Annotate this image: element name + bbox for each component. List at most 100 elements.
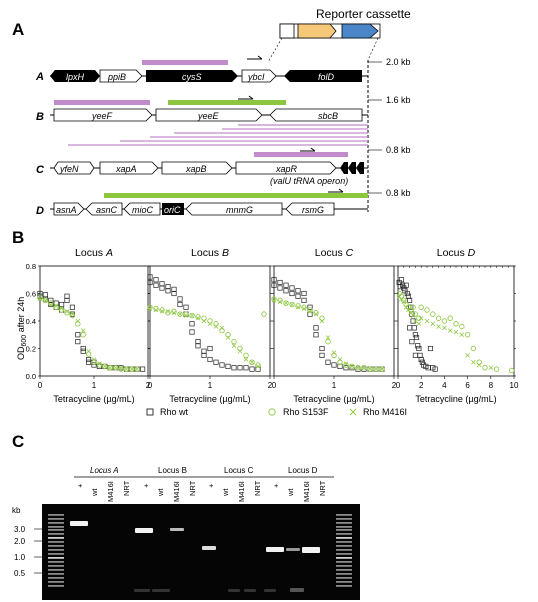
x-tick-label: 1 xyxy=(332,381,337,390)
svg-text:yfeN: yfeN xyxy=(59,164,79,174)
cassette-label: Reporter cassette xyxy=(316,7,411,21)
ladder-band xyxy=(336,565,352,567)
point-rho-wt xyxy=(165,288,171,294)
point-rho-m416i xyxy=(75,318,81,324)
point-rho-wt xyxy=(405,293,411,299)
point-rho-wt xyxy=(177,296,183,302)
point-rho-wt xyxy=(207,356,213,363)
x-tick-label: 8 xyxy=(489,381,494,390)
point-rho-m416i xyxy=(413,318,418,324)
point-rho-s153f xyxy=(134,366,140,372)
point-rho-s153f xyxy=(435,315,442,321)
chart-frame xyxy=(149,265,271,377)
point-rho-s153f xyxy=(118,366,124,372)
point-rho-m416i xyxy=(113,365,118,371)
ladder-band xyxy=(336,522,352,524)
point-rho-s153f xyxy=(107,365,113,371)
point-rho-wt xyxy=(319,352,325,358)
point-rho-wt xyxy=(195,339,201,345)
point-rho-s153f xyxy=(401,297,407,304)
point-rho-wt xyxy=(277,279,283,286)
point-rho-wt xyxy=(207,345,213,352)
gene-asnA xyxy=(53,202,85,216)
locus-b-letter: B xyxy=(36,111,44,123)
point-rho-wt xyxy=(69,304,75,310)
point-rho-m416i xyxy=(337,357,343,362)
point-rho-m416i xyxy=(70,311,75,317)
reporter-cassette xyxy=(279,23,381,39)
svg-text:yeeF: yeeF xyxy=(91,111,113,121)
x-tick-label: 6 xyxy=(465,381,470,390)
point-rho-wt xyxy=(59,301,65,308)
point-rho-s153f xyxy=(261,311,267,317)
point-rho-m416i xyxy=(343,361,349,366)
point-rho-m416i xyxy=(53,303,59,309)
point-rho-wt xyxy=(219,362,225,368)
point-rho-m416i xyxy=(243,357,249,362)
svg-text:+: + xyxy=(274,481,279,490)
x-axis-label: Tetracycline (µg/mL) xyxy=(169,394,250,404)
svg-text:+: + xyxy=(144,481,149,490)
ladder-band xyxy=(336,514,352,516)
svg-text:M416I: M416I xyxy=(302,481,311,502)
point-rho-s153f xyxy=(53,304,59,310)
point-rho-s153f xyxy=(159,307,165,313)
band-locus-d-plus xyxy=(266,547,284,552)
ladder-band xyxy=(336,545,352,547)
point-rho-wt xyxy=(249,366,255,372)
point-rho-wt xyxy=(189,329,195,335)
gel-locus-a-title: Locus A xyxy=(90,466,119,475)
ladder-band xyxy=(48,522,64,524)
point-rho-m416i xyxy=(436,324,441,329)
y-tick-label: 0.4 xyxy=(26,317,36,326)
valU-tRNA-genes xyxy=(340,162,364,174)
point-rho-m416i xyxy=(237,348,243,354)
panel-b-charts: OD600 after 24h Locus A 0.0 0.2 0.4 0.6 0.8 0 1… xyxy=(16,247,519,417)
point-rho-wt xyxy=(432,366,438,372)
chart-frame xyxy=(273,265,395,377)
point-rho-m416i xyxy=(147,306,153,311)
point-rho-s153f xyxy=(48,300,54,306)
point-rho-m416i xyxy=(219,325,225,331)
point-rho-wt xyxy=(277,285,283,291)
gene-cysS xyxy=(146,70,238,82)
x-tick-label: 2 xyxy=(419,381,424,390)
point-rho-wt xyxy=(147,274,153,280)
point-rho-wt xyxy=(42,292,48,298)
point-rho-wt xyxy=(177,301,183,308)
svg-text:NRT: NRT xyxy=(122,480,131,496)
point-rho-wt xyxy=(201,352,207,358)
point-rho-m416i xyxy=(459,332,465,338)
svg-text:wt: wt xyxy=(286,488,295,497)
band-locus-d-wt xyxy=(286,548,300,551)
locus-a-probe-bar xyxy=(142,60,228,65)
point-rho-wt xyxy=(407,325,413,331)
point-rho-s153f xyxy=(379,366,385,372)
ladder-band xyxy=(48,557,64,559)
operon-label: (valU tRNA operon) xyxy=(270,176,348,186)
svg-text:xapA: xapA xyxy=(115,164,137,174)
x-axis-label: Tetracycline (µg/mL) xyxy=(53,394,134,404)
locus-a-map: A lpxH ppiB cysS ybcI folD 2.0 kb xyxy=(35,55,411,83)
ladder-band xyxy=(336,541,352,543)
point-rho-s153f xyxy=(307,307,313,313)
point-rho-wt xyxy=(416,345,422,352)
point-rho-m416i xyxy=(283,300,289,306)
gel-primer-dimers xyxy=(134,588,304,592)
point-rho-wt xyxy=(183,304,189,310)
svg-text:oriC: oriC xyxy=(164,205,181,215)
point-rho-s153f xyxy=(277,297,283,304)
locus-d-map: D asnA asnC mioC oriC mnmG rsmG 0.8 kb xyxy=(36,188,411,217)
point-rho-m416i xyxy=(231,343,237,349)
point-rho-s153f xyxy=(283,300,289,306)
point-rho-wt xyxy=(410,318,416,324)
y-axis-label: OD600 after 24h xyxy=(16,297,28,360)
ladder-band xyxy=(48,585,64,587)
panel-c-gel: Locus A Locus B Locus C Locus D + wt M41… xyxy=(12,466,360,600)
ladder-band xyxy=(336,553,352,555)
point-rho-m416i xyxy=(195,315,201,321)
chart-title: Locus B xyxy=(191,247,229,259)
ladder-band xyxy=(48,537,64,539)
point-rho-m416i xyxy=(37,296,43,302)
point-rho-s153f xyxy=(447,315,453,321)
